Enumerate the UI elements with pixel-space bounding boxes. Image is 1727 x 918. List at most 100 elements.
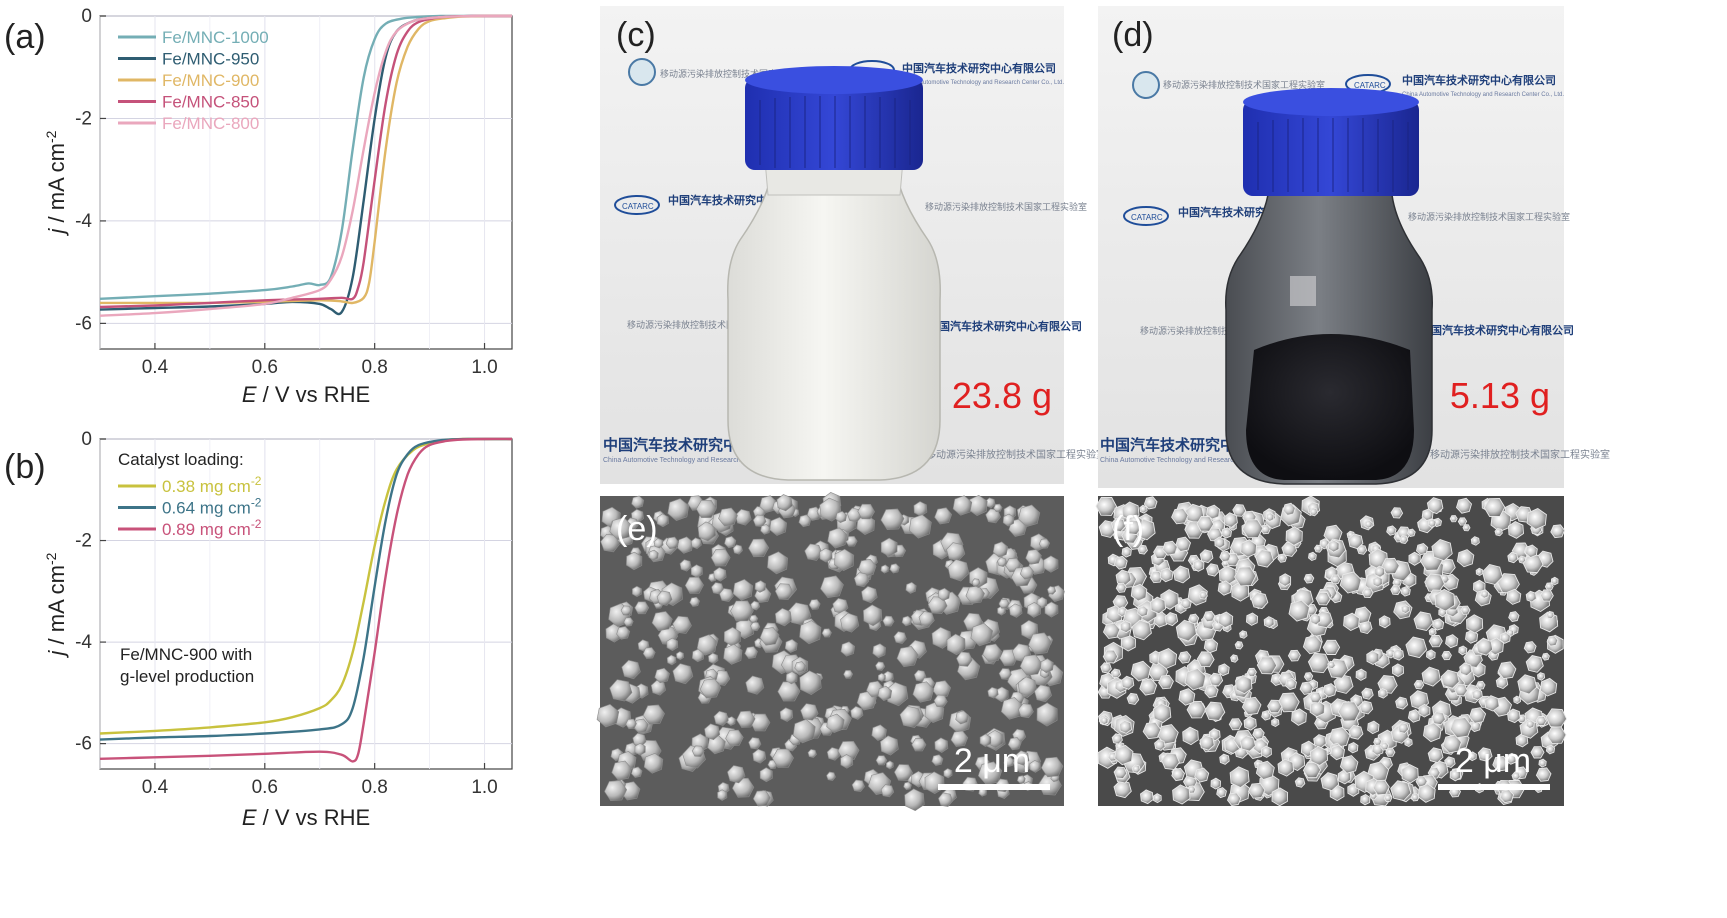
sem-particle — [1043, 555, 1059, 573]
sem-particle — [861, 586, 878, 604]
sem-particle — [1469, 720, 1482, 733]
sem-particle — [1180, 597, 1192, 610]
sem-particle — [933, 694, 948, 708]
sem-particle — [1126, 692, 1140, 705]
sem-particle — [1171, 508, 1189, 525]
photo-c-banner-en-top: China Automotive Technology and Research… — [902, 80, 1064, 86]
sem-particle — [1309, 700, 1326, 718]
sem-particle — [1462, 524, 1471, 532]
series-line-5 — [99, 14, 512, 317]
sem-particle — [965, 585, 985, 604]
photo-c-jar-body — [727, 169, 941, 481]
sem-particle — [774, 608, 792, 627]
sem-particle — [1361, 687, 1374, 700]
sem-particle — [1315, 591, 1331, 606]
sem-particle — [1235, 674, 1253, 695]
sem-particle — [819, 497, 842, 522]
sem-particle — [1383, 794, 1393, 802]
sem-image-e: (e) 2 μm — [596, 492, 1065, 812]
x-tick-label: 0.8 — [361, 777, 387, 798]
sem-particle — [1550, 524, 1566, 539]
sem-particle — [1214, 536, 1226, 549]
sem-particle — [1265, 512, 1275, 522]
sem-particle — [1161, 752, 1180, 770]
sem-particle — [1421, 508, 1434, 522]
sem-particle — [875, 661, 886, 671]
sem-particle — [1110, 517, 1127, 533]
sem-particle — [785, 671, 798, 685]
sem-particle — [1459, 662, 1473, 677]
sem-particle — [672, 663, 694, 685]
sem-particle — [1256, 656, 1278, 675]
sem-particle — [938, 792, 954, 807]
sem-particle — [1449, 768, 1461, 782]
sem-particle — [872, 643, 887, 658]
sem-particle — [784, 639, 798, 653]
sem-particle — [650, 679, 666, 696]
sem-particle — [1511, 771, 1521, 781]
sem-particle — [804, 543, 823, 561]
sem-particle — [885, 760, 894, 770]
sem-particle — [752, 790, 771, 807]
sem-particle — [1131, 764, 1141, 774]
chart-a: 0.4 0.6 0.8 1.0 0 -2 -4 -6 E / V vs RHE j / mA … — [43, 6, 513, 407]
sem-particle — [1413, 680, 1425, 690]
sem-particle — [1410, 793, 1420, 802]
sem-particle — [1018, 504, 1041, 528]
sem-particle — [717, 789, 728, 801]
sem-particle — [1152, 793, 1162, 804]
sem-particle — [1143, 496, 1158, 510]
sem-particle — [642, 647, 656, 659]
sem-particle — [1309, 507, 1319, 517]
sem-particle — [1243, 716, 1257, 731]
sem-particle — [1223, 512, 1238, 528]
sem-particle — [1119, 719, 1132, 734]
sem-particle — [1373, 737, 1383, 746]
sem-particle — [1231, 581, 1250, 602]
sem-particle — [1428, 627, 1437, 637]
sem-particle — [1291, 708, 1307, 726]
sem-particle — [877, 685, 893, 701]
sem-particle — [723, 644, 743, 665]
sem-particle — [1416, 542, 1429, 556]
sem-particle — [1517, 674, 1537, 695]
x-tick-label: 0.8 — [361, 357, 387, 378]
sem-particle — [1288, 599, 1310, 622]
sem-particle — [1374, 565, 1386, 578]
legend-b: 0.38 mg cm-20.64 mg cm-20.89 mg cm-2 — [118, 474, 262, 539]
sem-particle — [896, 646, 919, 668]
sem-particle — [1454, 683, 1468, 697]
sem-particle — [666, 637, 679, 651]
sem-particle — [691, 745, 705, 757]
sem-particle — [1475, 567, 1484, 577]
sem-particle — [1130, 660, 1151, 682]
sem-particle — [850, 706, 864, 720]
sem-particle — [913, 669, 927, 682]
sem-particle — [621, 659, 641, 680]
sem-particle — [1303, 573, 1315, 584]
sem-particle — [684, 576, 704, 594]
sem-particle — [800, 703, 819, 721]
sem-particle — [611, 760, 633, 781]
sem-particle — [1456, 549, 1475, 568]
sem-particle — [1386, 525, 1397, 536]
sem-particle — [971, 578, 981, 587]
legend-label: 0.38 mg cm-2 — [162, 474, 262, 496]
sem-particle — [1308, 551, 1317, 562]
grid-a — [99, 15, 512, 349]
legend-title-b: Catalyst loading: — [118, 450, 244, 469]
sem-particle — [950, 730, 969, 747]
sem-particle — [1361, 587, 1374, 598]
x-axis-label-a: E / V vs RHE — [242, 382, 370, 407]
sem-particle — [952, 495, 973, 516]
sem-particle — [992, 541, 1009, 558]
sem-particle — [1330, 744, 1345, 761]
sem-particle — [1444, 756, 1456, 769]
sem-particle — [616, 626, 631, 640]
sem-particle — [840, 612, 860, 633]
sem-particle — [745, 675, 765, 695]
sem-particle — [732, 544, 743, 555]
sem-particle — [1537, 672, 1546, 681]
sem-particle — [826, 747, 841, 761]
